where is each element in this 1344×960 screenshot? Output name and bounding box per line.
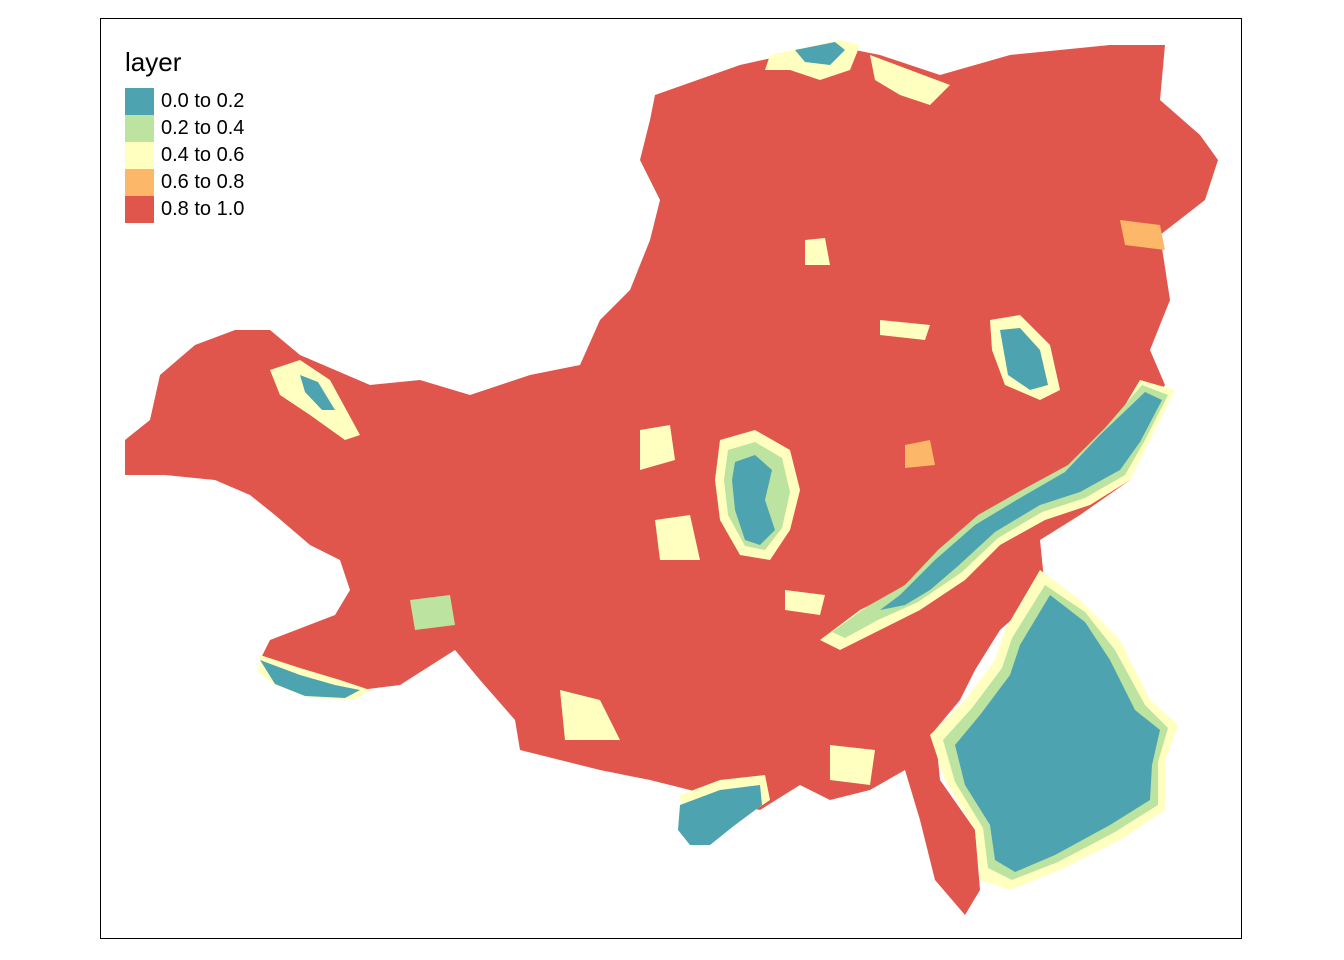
legend-item: 0.4 to 0.6 (125, 142, 244, 169)
patch-1 (640, 425, 675, 470)
region-low-w (260, 660, 360, 698)
legend-label: 0.2 to 0.4 (161, 117, 245, 139)
legend-swatch (125, 115, 154, 142)
legend-item: 0.8 to 1.0 (125, 196, 244, 223)
north-halo-2 (870, 55, 950, 105)
region-low-sw (678, 785, 762, 845)
legend-swatch (125, 88, 154, 115)
central-low (732, 455, 775, 545)
patch-6 (1120, 220, 1165, 250)
patch-4 (880, 320, 930, 340)
patch-5 (785, 590, 825, 615)
legend-label: 0.8 to 1.0 (161, 198, 245, 220)
river-valley-low (880, 392, 1162, 610)
north-low (795, 42, 845, 65)
legend-item: 0.2 to 0.4 (125, 115, 244, 142)
patch-10 (830, 745, 875, 785)
patch-3 (805, 238, 830, 265)
patch-8 (410, 595, 455, 630)
nw-spur-low (300, 375, 335, 410)
legend-swatch (125, 196, 154, 223)
legend-swatch (125, 169, 154, 196)
patch-9 (905, 440, 935, 468)
ne-low (1000, 328, 1048, 390)
legend-label: 0.4 to 0.6 (161, 144, 245, 166)
patch-2 (655, 515, 700, 560)
region-high (125, 45, 1218, 915)
legend-item: 0.0 to 0.2 (125, 88, 244, 115)
legend-item: 0.6 to 0.8 (125, 169, 244, 196)
legend-title: layer (125, 47, 182, 77)
legend-label: 0.0 to 0.2 (161, 90, 245, 112)
map-legend: layer 0.0 to 0.2 0.2 to 0.4 0.4 to 0.6 0… (125, 46, 244, 223)
legend-swatch (125, 142, 154, 169)
legend-label: 0.6 to 0.8 (161, 171, 245, 193)
region-low-se (955, 595, 1160, 872)
patch-7 (560, 690, 620, 740)
